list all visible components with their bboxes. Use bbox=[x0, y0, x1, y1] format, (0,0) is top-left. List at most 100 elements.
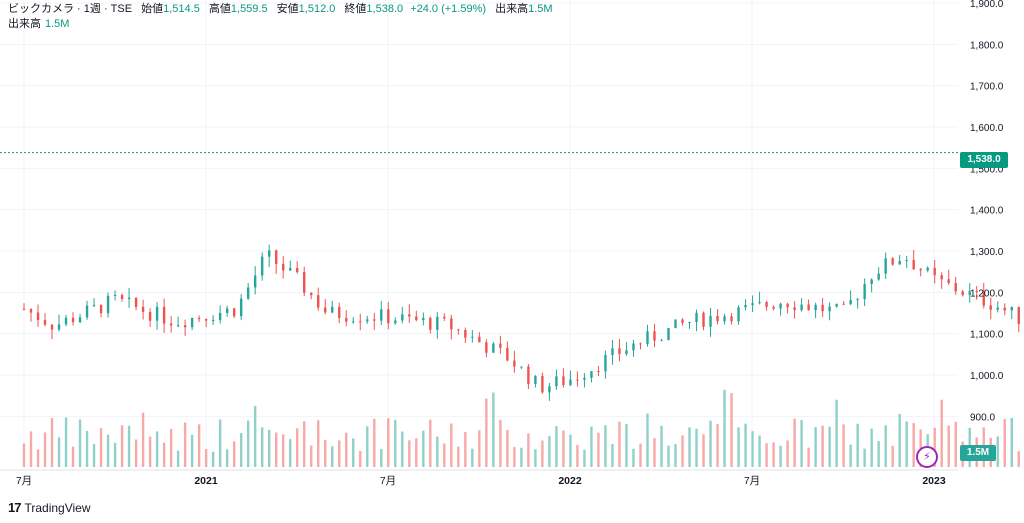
volume-bar bbox=[856, 423, 859, 467]
volume-bar bbox=[793, 418, 796, 467]
volume-bar bbox=[667, 445, 670, 467]
candle-body bbox=[176, 325, 180, 327]
candle-body bbox=[373, 319, 376, 321]
volume-bar bbox=[1003, 418, 1006, 467]
candle-body bbox=[996, 307, 999, 310]
candle-body bbox=[443, 316, 446, 319]
candle-body bbox=[744, 304, 747, 308]
volume-bar bbox=[807, 447, 810, 467]
candle-body bbox=[281, 263, 285, 271]
candle-body bbox=[660, 340, 663, 342]
candle-body bbox=[541, 375, 544, 393]
volume-bar bbox=[380, 448, 383, 467]
volume-bar bbox=[338, 440, 341, 467]
volume-bar bbox=[877, 441, 880, 467]
volume-bar bbox=[674, 444, 677, 467]
volume-bar bbox=[253, 405, 257, 467]
candle-body bbox=[29, 309, 33, 313]
candle-body bbox=[289, 268, 292, 271]
candle-body bbox=[583, 377, 586, 380]
candle-body bbox=[688, 322, 691, 324]
candle-body bbox=[387, 309, 390, 324]
volume-bar bbox=[422, 430, 425, 467]
candle-body bbox=[303, 272, 306, 293]
candle-body bbox=[877, 273, 880, 280]
volume-bar bbox=[835, 399, 838, 467]
volume-bar bbox=[912, 423, 915, 467]
volume-bar bbox=[92, 444, 96, 467]
volume-bar bbox=[849, 444, 852, 467]
candle-body bbox=[954, 283, 957, 292]
volume-bar bbox=[814, 427, 817, 467]
volume-bar bbox=[618, 421, 621, 467]
candle-body bbox=[912, 259, 915, 270]
volume-bar bbox=[681, 435, 684, 467]
symbol-label[interactable]: ビックカメラ · 1週 · TSE bbox=[8, 3, 133, 15]
volume-bar bbox=[211, 451, 215, 467]
chart-grid bbox=[0, 0, 958, 470]
volume-bar bbox=[1017, 451, 1020, 467]
candle-body bbox=[120, 295, 124, 299]
price-tick-label: 1,600.0 bbox=[970, 123, 1004, 134]
candle-body bbox=[99, 304, 103, 314]
candle-body bbox=[625, 350, 628, 355]
price-tick-label: 1,500.0 bbox=[970, 164, 1004, 175]
candle-body bbox=[1003, 307, 1006, 311]
candle-body bbox=[961, 291, 964, 296]
candle-body bbox=[534, 375, 537, 384]
candle-body bbox=[681, 319, 684, 324]
volume-bar bbox=[730, 392, 733, 467]
candle-body bbox=[975, 291, 978, 293]
candle-body bbox=[527, 366, 530, 384]
candle-body bbox=[597, 371, 600, 373]
candle-body bbox=[891, 258, 894, 265]
volume-bar bbox=[190, 434, 194, 467]
volume-bar bbox=[387, 418, 390, 467]
last-price-badge: 1,538.0 bbox=[960, 152, 1008, 168]
volume-bar bbox=[940, 399, 943, 467]
volume-bar bbox=[415, 438, 418, 467]
candle-body bbox=[737, 307, 740, 322]
candle-body bbox=[499, 343, 502, 348]
candle-body bbox=[968, 291, 971, 296]
candle-body bbox=[807, 304, 810, 311]
volume-bar bbox=[331, 446, 334, 467]
candle-body bbox=[562, 376, 565, 386]
volume-bar bbox=[695, 428, 698, 467]
close-value: 1,538.0 bbox=[366, 3, 404, 15]
volume-bar bbox=[71, 446, 75, 467]
volume-bar bbox=[527, 433, 530, 467]
tradingview-logo[interactable]: 17 TradingView bbox=[8, 500, 91, 515]
candle-body bbox=[842, 303, 845, 305]
volume-bar bbox=[947, 425, 950, 467]
volume-bar bbox=[148, 436, 152, 467]
volume-bar bbox=[842, 424, 845, 467]
candle-body bbox=[674, 319, 677, 329]
lightning-icon[interactable]: ⚡ bbox=[916, 446, 938, 468]
volume-bar bbox=[716, 424, 719, 467]
volume-label: 出来高 bbox=[495, 3, 529, 15]
candle-body bbox=[134, 297, 138, 307]
candle-body bbox=[919, 269, 922, 271]
volume-bar bbox=[457, 446, 460, 467]
volume-bar bbox=[709, 420, 712, 467]
volume-bar bbox=[366, 426, 369, 467]
candle-body bbox=[64, 317, 68, 325]
volume-bar bbox=[260, 427, 264, 467]
tradingview-logo-icon: 17 bbox=[8, 500, 22, 515]
candle-body bbox=[239, 298, 243, 317]
candle-body bbox=[317, 295, 320, 308]
candle-body bbox=[793, 307, 796, 311]
time-tick-label: 7月 bbox=[16, 475, 32, 487]
volume-bar bbox=[303, 421, 306, 467]
candle-body bbox=[933, 267, 936, 276]
candle-body bbox=[800, 304, 803, 311]
volume-bar bbox=[870, 428, 873, 467]
candle-body bbox=[232, 308, 236, 317]
volume-bar bbox=[289, 439, 292, 467]
volume-bar bbox=[611, 443, 614, 467]
volume-bar bbox=[78, 419, 82, 467]
candle-body bbox=[338, 306, 341, 318]
volume-legend[interactable]: 出来高 1.5M bbox=[8, 17, 69, 32]
